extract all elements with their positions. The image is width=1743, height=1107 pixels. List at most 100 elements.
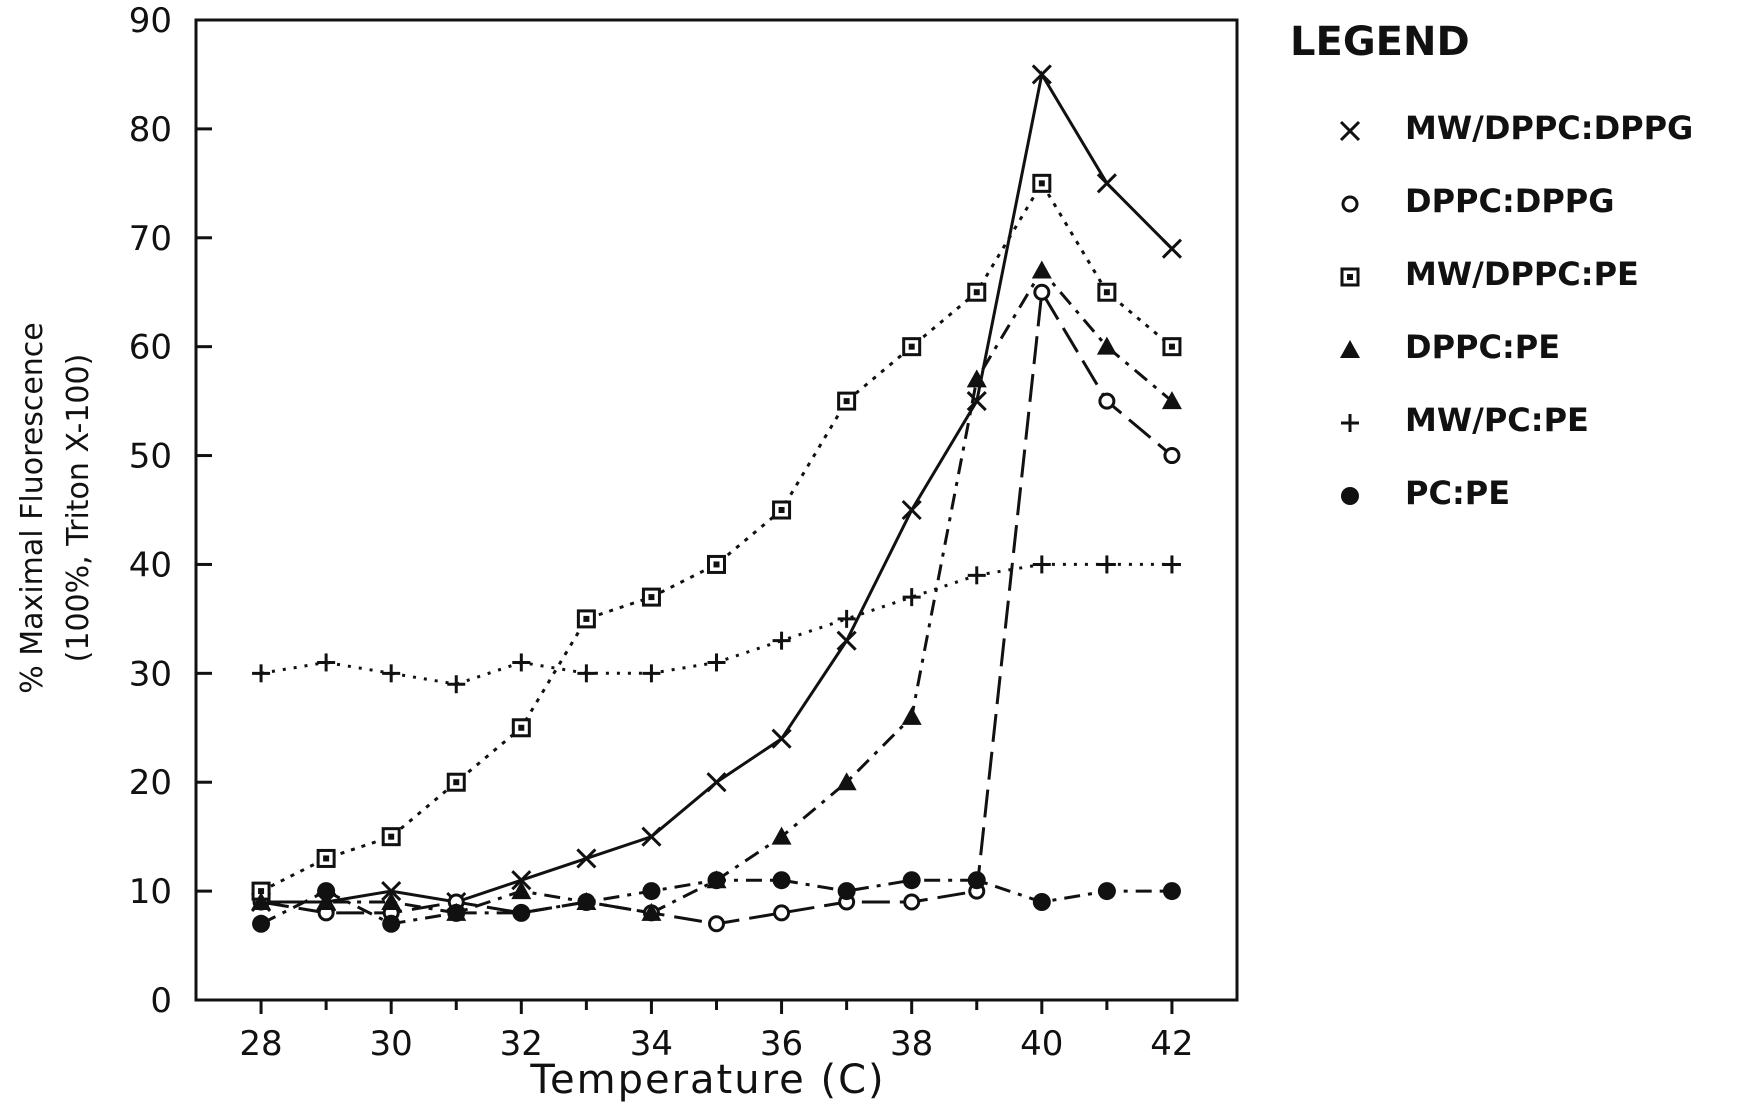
data-point (1161, 391, 1182, 410)
data-point (446, 772, 466, 792)
y-tick-label: 70 (129, 219, 172, 259)
data-point (772, 871, 791, 890)
data-point (316, 848, 336, 868)
data-point (252, 664, 271, 683)
data-point (1162, 555, 1181, 574)
legend-marker (1339, 120, 1361, 142)
data-point (1032, 893, 1051, 911)
data-point (316, 892, 337, 910)
y-tick-label: 30 (129, 654, 172, 694)
data-point (902, 588, 921, 607)
x-tick-label: 42 (1150, 1024, 1193, 1064)
data-point (512, 653, 531, 672)
data-point (317, 653, 336, 672)
data-point (511, 870, 532, 891)
data-point (1096, 336, 1117, 355)
y-tick-label: 50 (129, 437, 172, 477)
x-tick-label: 36 (760, 1024, 803, 1064)
x-tick-label: 38 (890, 1024, 933, 1064)
data-point (1097, 555, 1116, 574)
legend-item: MW/DPPC:PE (1340, 255, 1639, 293)
data-point (836, 772, 857, 791)
data-point (382, 664, 401, 683)
legend-item: MW/DPPC:DPPG (1339, 109, 1693, 147)
y-axis-title-line2: (100%, Triton X-100) (61, 354, 96, 663)
series-lines (260, 70, 1173, 926)
legend-label: MW/PC:PE (1405, 401, 1589, 439)
data-point (1032, 173, 1052, 193)
data-point (382, 914, 401, 933)
data-point (967, 871, 986, 890)
data-point (837, 609, 856, 628)
plot-frame (194, 18, 1239, 1002)
y-tick-label: 10 (129, 872, 172, 912)
legend-marker (1341, 414, 1359, 432)
y-tick-label: 60 (129, 328, 172, 368)
data-point (447, 675, 466, 694)
data-point (837, 882, 856, 901)
data-point (771, 826, 792, 845)
legend-label: PC:PE (1405, 474, 1510, 512)
x-tick-label: 34 (630, 1024, 673, 1064)
data-point (642, 664, 661, 683)
data-point (1097, 282, 1117, 302)
legend-marker (1340, 267, 1360, 287)
data-point (252, 914, 271, 933)
data-point (966, 391, 987, 412)
data-point (641, 587, 661, 607)
data-point (511, 718, 531, 738)
data-point (707, 871, 726, 890)
data-point (772, 631, 791, 650)
y-tick-label: 0 (150, 981, 172, 1021)
data-point (1162, 882, 1181, 901)
data-point (1032, 555, 1051, 574)
data-point (901, 706, 922, 725)
legend-item: PC:PE (1341, 474, 1510, 512)
axes: 0 10 20 30 40 50 60 70 80 90 28 30 32 34 36 38 40 42 (129, 1, 1239, 1064)
legend-item: DPPC:DPPG (1341, 182, 1614, 220)
data-point (1097, 882, 1116, 901)
data-point (251, 892, 272, 910)
data-point (773, 904, 791, 922)
x-tick-label: 28 (239, 1024, 282, 1064)
data-point (1031, 64, 1052, 85)
legend-label: MW/DPPC:DPPG (1405, 109, 1693, 147)
y-tick-label: 20 (129, 763, 172, 803)
data-point (1033, 283, 1051, 301)
legend-item: MW/PC:PE (1341, 401, 1589, 439)
series-line-3 (261, 267, 1173, 915)
data-point (1162, 337, 1182, 357)
data-point (576, 609, 596, 629)
data-point (902, 337, 922, 357)
x-tick-label: 32 (500, 1024, 543, 1064)
data-point (903, 893, 921, 911)
data-point (577, 664, 596, 683)
data-point (1163, 447, 1181, 465)
data-point (707, 554, 726, 574)
data-point (512, 903, 531, 922)
legend-label: DPPC:DPPG (1405, 182, 1614, 220)
data-point (511, 881, 532, 900)
series-line-2 (260, 180, 1173, 893)
x-axis-title: Temperature (C) (529, 1057, 885, 1103)
data-point (706, 772, 727, 793)
legend-marker (1341, 487, 1359, 505)
legend-title: LEGEND (1290, 19, 1470, 65)
data-point (967, 282, 987, 302)
x-tick-label: 30 (370, 1024, 413, 1064)
legend-marker (1341, 195, 1359, 213)
data-point (381, 892, 402, 910)
y-tick-label: 90 (129, 1, 172, 41)
data-point (1098, 392, 1116, 410)
legend-label: MW/DPPC:PE (1405, 255, 1639, 293)
data-point (902, 871, 921, 890)
data-point (967, 566, 986, 585)
data-point (1161, 238, 1182, 259)
data-point (966, 369, 987, 388)
data-point (447, 903, 466, 922)
series-markers (251, 64, 1182, 933)
data-point (771, 728, 792, 749)
data-point (641, 902, 662, 921)
data-point (707, 653, 726, 672)
